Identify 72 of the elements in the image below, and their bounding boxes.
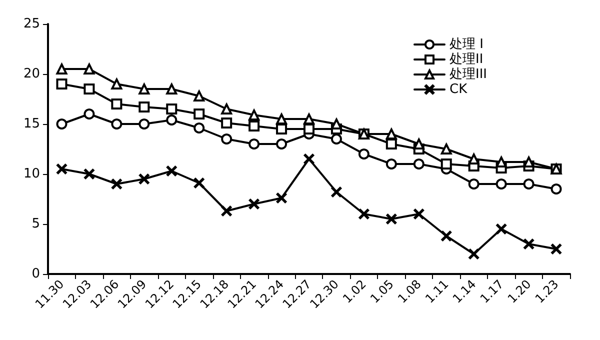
- point: [111, 118, 122, 130]
- point: [441, 230, 452, 242]
- point: [111, 78, 122, 90]
- legend-label: 处理III: [450, 67, 488, 82]
- point: [276, 114, 288, 124]
- point: [496, 156, 507, 168]
- point: [330, 134, 342, 144]
- point: [358, 208, 370, 220]
- point: [84, 168, 94, 180]
- legend-label: CK: [450, 82, 468, 97]
- point: [166, 84, 178, 94]
- point: [358, 148, 370, 160]
- point: [523, 178, 534, 190]
- point: [166, 166, 177, 176]
- y-tick-label: 20: [23, 66, 40, 82]
- point: [386, 128, 397, 140]
- point: [166, 114, 178, 126]
- point: [468, 154, 480, 164]
- point: [304, 114, 314, 124]
- point: [248, 138, 260, 150]
- y-tick-label: 10: [23, 166, 40, 182]
- point: [221, 134, 232, 144]
- point: [248, 110, 260, 120]
- point: [56, 118, 68, 130]
- point: [276, 124, 288, 134]
- point: [221, 104, 232, 114]
- point: [550, 184, 562, 194]
- point: [111, 178, 122, 190]
- point: [138, 84, 150, 94]
- y-tick-label: 0: [32, 266, 40, 282]
- point: [276, 138, 288, 150]
- y-tick-label: 5: [32, 216, 40, 232]
- point: [138, 102, 150, 112]
- point: [56, 64, 68, 74]
- point: [304, 124, 314, 134]
- point: [111, 98, 122, 110]
- point: [84, 84, 95, 94]
- point: [386, 214, 397, 224]
- point: [276, 192, 287, 204]
- point: [194, 90, 205, 102]
- legend-label: 处理 I: [450, 37, 484, 52]
- point: [496, 224, 507, 234]
- point: [496, 178, 507, 190]
- point: [248, 120, 260, 132]
- point: [524, 238, 534, 250]
- point: [221, 206, 232, 216]
- point: [84, 64, 95, 74]
- point: [386, 158, 397, 170]
- point: [414, 208, 424, 220]
- point: [194, 108, 205, 120]
- point: [221, 118, 232, 128]
- point: [413, 158, 424, 170]
- point: [138, 174, 150, 184]
- point: [468, 248, 480, 260]
- point: [194, 178, 204, 188]
- point: [138, 118, 150, 130]
- point: [84, 108, 95, 120]
- point: [468, 178, 480, 190]
- point: [386, 138, 397, 150]
- point: [331, 186, 342, 198]
- y-tick-label: 15: [23, 116, 40, 132]
- point: [440, 144, 452, 154]
- point: [440, 158, 452, 170]
- y-tick-label: 25: [23, 16, 40, 32]
- point: [248, 198, 260, 210]
- point: [551, 244, 562, 254]
- point: [194, 122, 205, 134]
- point: [56, 78, 68, 90]
- point: [166, 104, 178, 114]
- legend-label: 处理II: [450, 52, 484, 67]
- point: [304, 154, 314, 164]
- point: [56, 164, 67, 174]
